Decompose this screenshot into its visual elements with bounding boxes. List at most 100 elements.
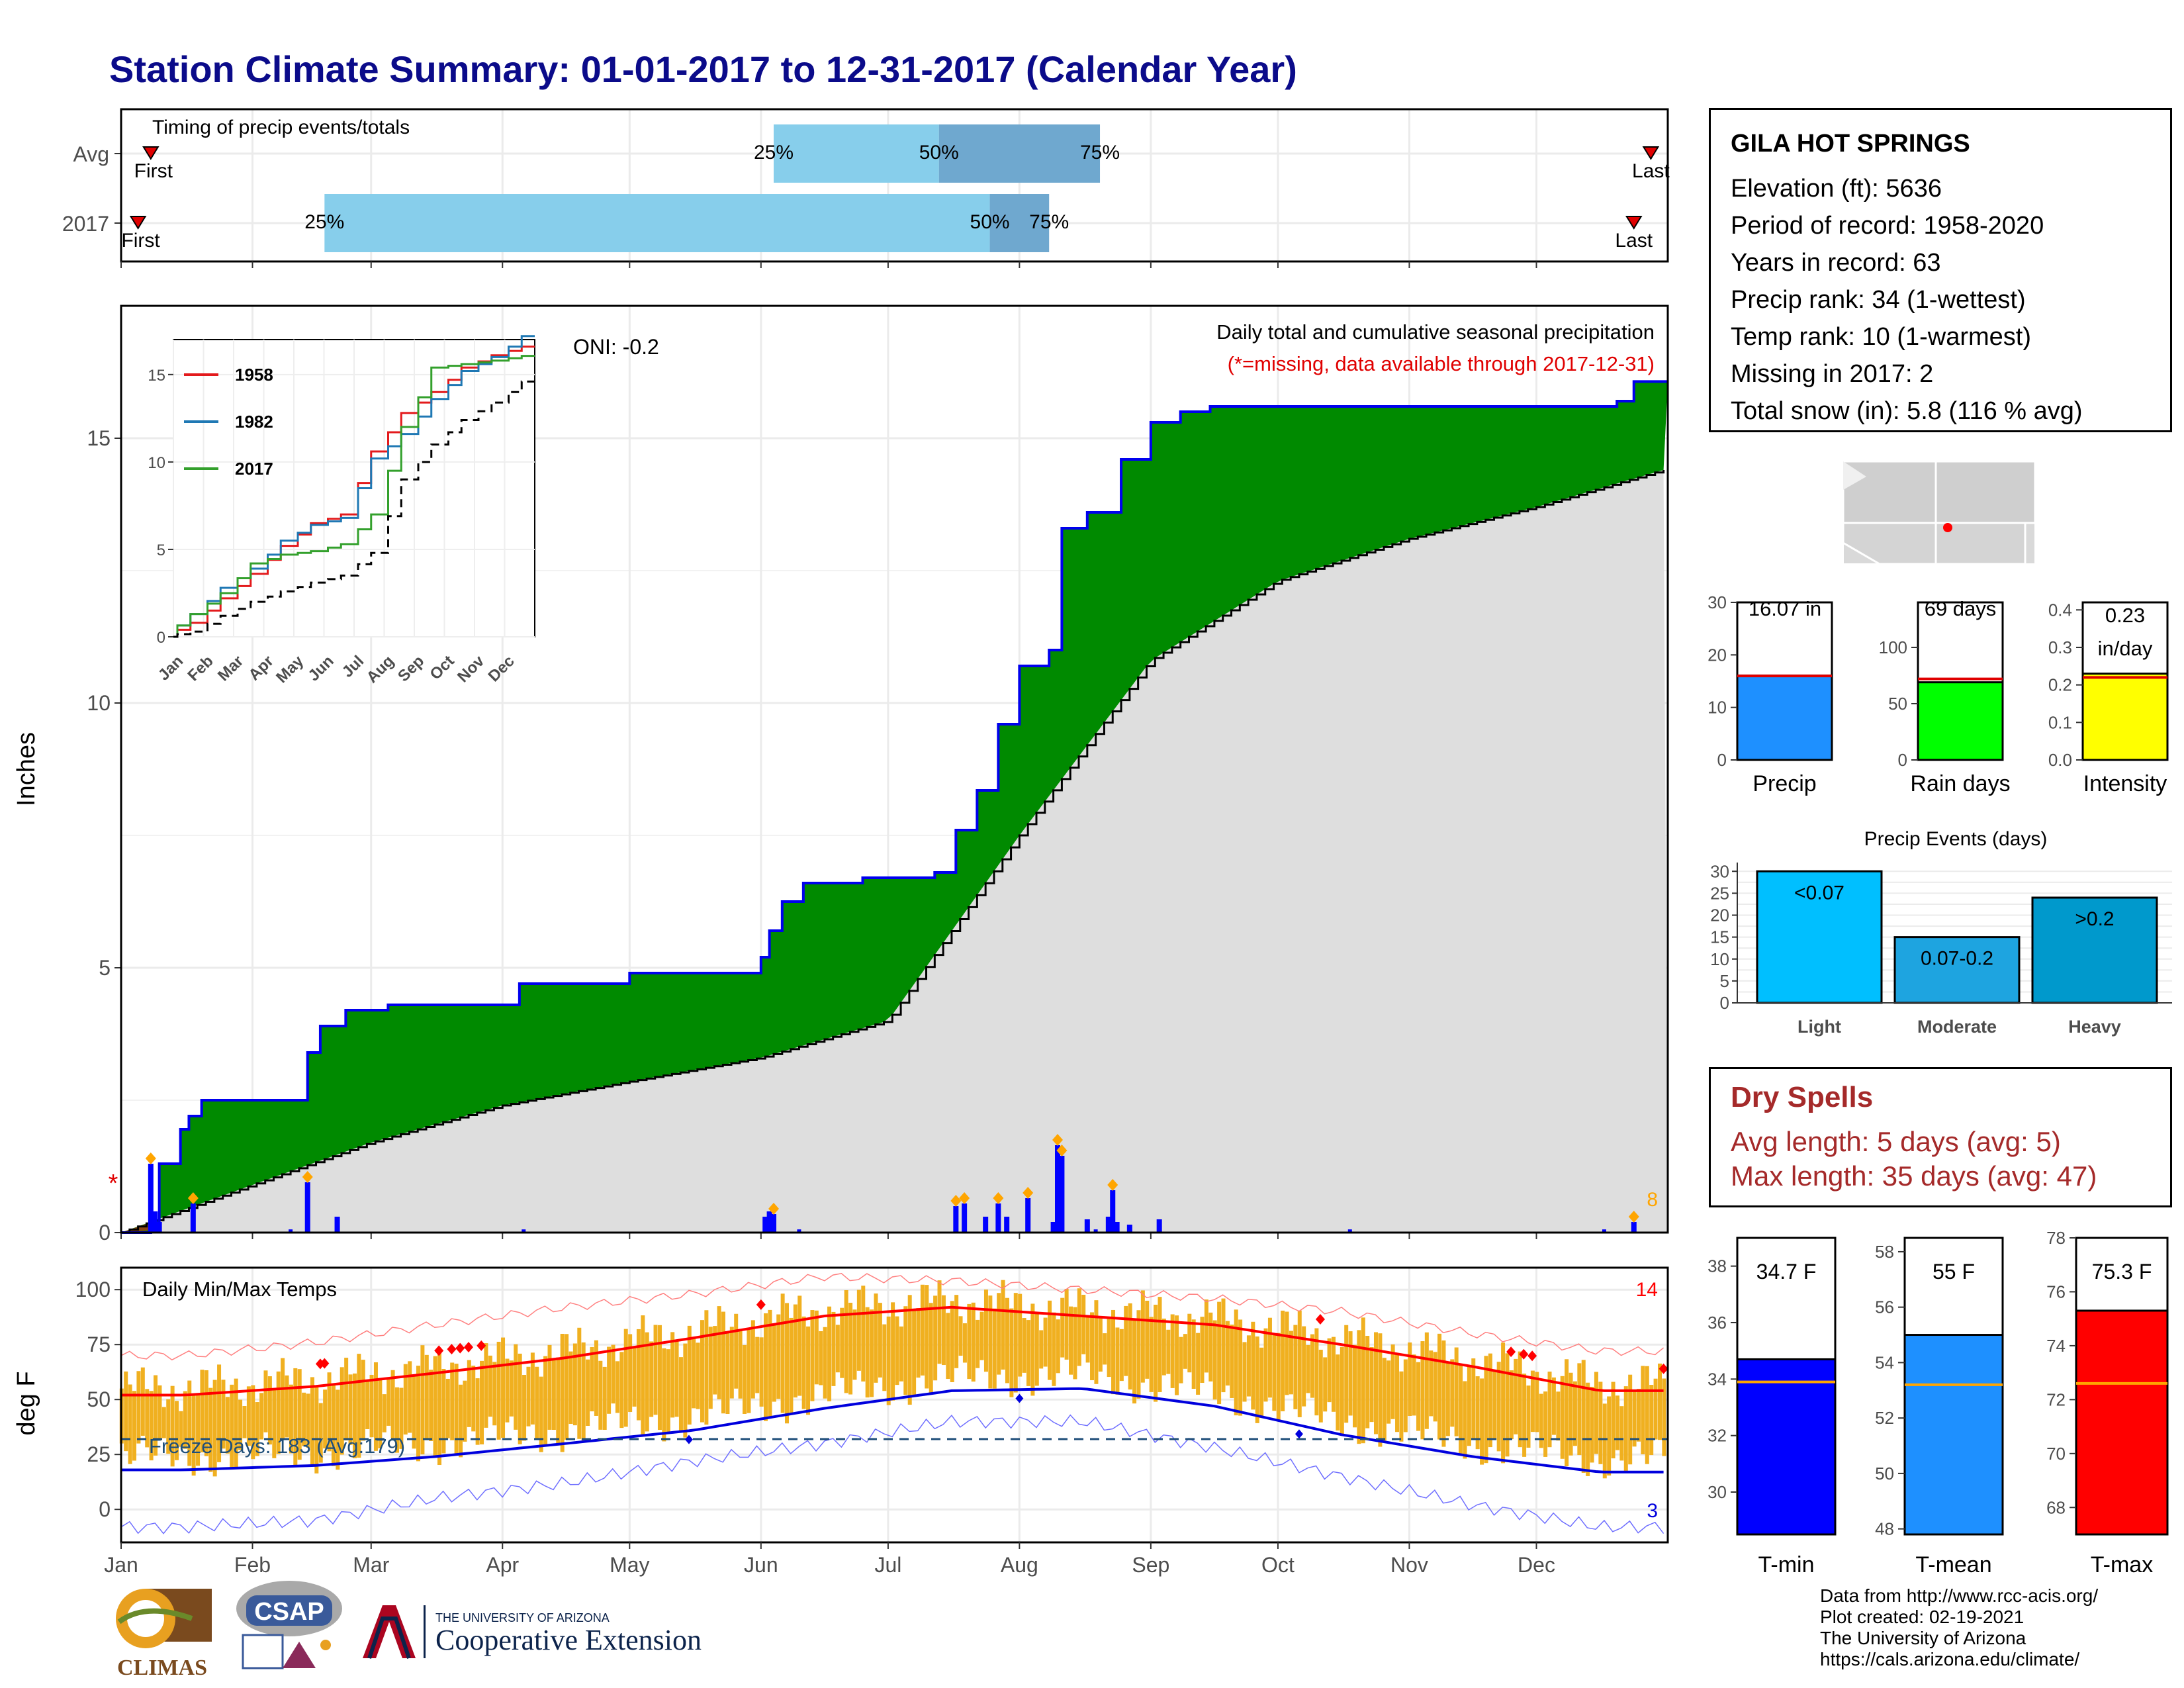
timing-row-label: 2017 <box>62 212 109 236</box>
daily-temp-bar <box>310 1377 314 1465</box>
daily-temp-bar <box>979 1311 984 1360</box>
daily-temp-bar <box>696 1342 700 1409</box>
daily-temp-bar <box>357 1354 361 1458</box>
daily-temp-bar <box>823 1327 827 1399</box>
dry-spells-title: Dry Spells <box>1731 1081 1874 1113</box>
daily-temp-bar <box>916 1308 921 1378</box>
daily-precip-bar <box>148 1164 154 1233</box>
daily-temp-bar <box>937 1280 942 1364</box>
daily-temp-bar <box>1352 1344 1357 1428</box>
event-marker <box>993 1192 1004 1204</box>
daily-temp-bar <box>200 1370 205 1453</box>
precip-y-tick-label: 5 <box>99 956 111 980</box>
daily-temp-bar <box>997 1293 1001 1375</box>
precip-events-tick-label: 15 <box>1710 927 1729 947</box>
daily-temp-bar <box>662 1348 666 1442</box>
daily-temp-bar <box>602 1366 607 1430</box>
location-map <box>1842 460 2036 565</box>
daily-temp-bar <box>437 1348 442 1466</box>
temp-bar-tick-label: 36 <box>1707 1313 1727 1333</box>
daily-temp-bar <box>1217 1301 1222 1405</box>
daily-temp-bar <box>467 1360 471 1427</box>
daily-temp-bar <box>1628 1374 1633 1465</box>
daily-temp-bar <box>526 1366 531 1427</box>
station-location-dot <box>1943 523 1952 532</box>
daily-temp-bar <box>704 1310 709 1425</box>
daily-temp-bar <box>1263 1328 1268 1402</box>
daily-temp-bar <box>1200 1317 1205 1383</box>
daily-temp-bar <box>882 1324 887 1391</box>
daily-precip-bar <box>1025 1198 1031 1233</box>
daily-temp-bar <box>1090 1312 1095 1381</box>
daily-temp-bar <box>1103 1333 1107 1365</box>
daily-temp-bar <box>1128 1303 1132 1390</box>
temp-panel: 0 25 50 75 100 Daily Min/Max Temps Freeze Days… <box>13 1266 1669 1577</box>
daily-temp-bar <box>1267 1317 1272 1398</box>
precip-event-category-label: Light <box>1797 1017 1841 1037</box>
daily-temp-bar <box>1492 1370 1497 1440</box>
daily-temp-bar <box>1001 1280 1005 1370</box>
daily-temp-bar <box>1191 1319 1196 1389</box>
daily-temp-bar <box>878 1303 882 1378</box>
daily-temp-bar <box>1632 1389 1637 1447</box>
precip-y-tick-label: 10 <box>87 691 111 715</box>
daily-temp-bar <box>692 1336 696 1409</box>
daily-temp-bar <box>463 1380 467 1442</box>
daily-temp-bar <box>1611 1382 1615 1459</box>
credit-line: The University of Arizona <box>1820 1628 2026 1648</box>
daily-temp-bar <box>1543 1391 1548 1457</box>
daily-temp-bar <box>1518 1351 1522 1448</box>
daily-temp-bar <box>124 1371 128 1452</box>
daily-temp-bar <box>729 1327 734 1399</box>
daily-temp-bar <box>314 1385 319 1474</box>
daily-temp-bar <box>632 1346 637 1407</box>
daily-temp-bar <box>1653 1378 1658 1440</box>
timing-first-label: First <box>121 230 160 252</box>
daily-temp-bar <box>1433 1352 1437 1422</box>
record-high-marker <box>455 1342 465 1354</box>
daily-temp-bar <box>992 1308 997 1389</box>
timing-frame <box>120 108 1669 263</box>
month-axis-label: Jan <box>104 1553 138 1577</box>
daily-temp-bar <box>772 1325 776 1402</box>
temp-bar-tick-label: 58 <box>1875 1242 1894 1262</box>
daily-temp-bar <box>1459 1364 1463 1455</box>
temp-bar-label: T-min <box>1758 1552 1815 1577</box>
event-marker <box>302 1171 313 1183</box>
month-axis-label: Nov <box>1390 1553 1428 1577</box>
daily-temp-bar <box>1073 1307 1077 1380</box>
first-marker <box>129 216 147 230</box>
precip-events-tick-label: 25 <box>1710 883 1729 903</box>
daily-temp-bar <box>420 1345 425 1455</box>
csap-logo-mark: CSAP <box>236 1581 342 1669</box>
mini-bar-label: Intensity <box>2083 771 2167 796</box>
daily-temp-bar <box>1170 1314 1175 1388</box>
daily-temp-bar <box>933 1295 938 1381</box>
event-marker <box>1056 1145 1068 1156</box>
ua-big-text: Cooperative Extension <box>435 1624 702 1656</box>
timing-p75-label: 75% <box>1080 142 1120 164</box>
daily-temp-bar <box>535 1366 539 1440</box>
daily-temp-bar <box>1344 1325 1349 1423</box>
daily-temp-bar <box>1501 1342 1506 1464</box>
daily-temp-bar <box>530 1352 535 1425</box>
temp-bar-label: T-max <box>2091 1552 2153 1577</box>
daily-temp-bar <box>801 1316 806 1409</box>
daily-temp-bar <box>874 1293 878 1383</box>
record-max-line <box>120 1273 1664 1361</box>
daily-temp-bar <box>598 1360 603 1430</box>
daily-temp-bar <box>1208 1312 1213 1382</box>
daily-temp-bar <box>1594 1372 1598 1454</box>
daily-temp-bar <box>1246 1335 1251 1397</box>
mini-bar-tick-label: 0.2 <box>2048 675 2072 695</box>
temp-bar-tick-label: 30 <box>1707 1482 1727 1502</box>
precip-event-bar <box>1756 870 1883 1004</box>
daily-temp-bar <box>1272 1333 1277 1411</box>
daily-temp-bar <box>412 1376 416 1449</box>
daily-temp-bar <box>251 1385 255 1460</box>
daily-temp-bar <box>480 1360 484 1445</box>
record-low-marker <box>1295 1429 1303 1439</box>
daily-temp-bar <box>318 1403 323 1463</box>
daily-temp-bar <box>1336 1354 1340 1431</box>
daily-temp-bar <box>1505 1353 1510 1457</box>
